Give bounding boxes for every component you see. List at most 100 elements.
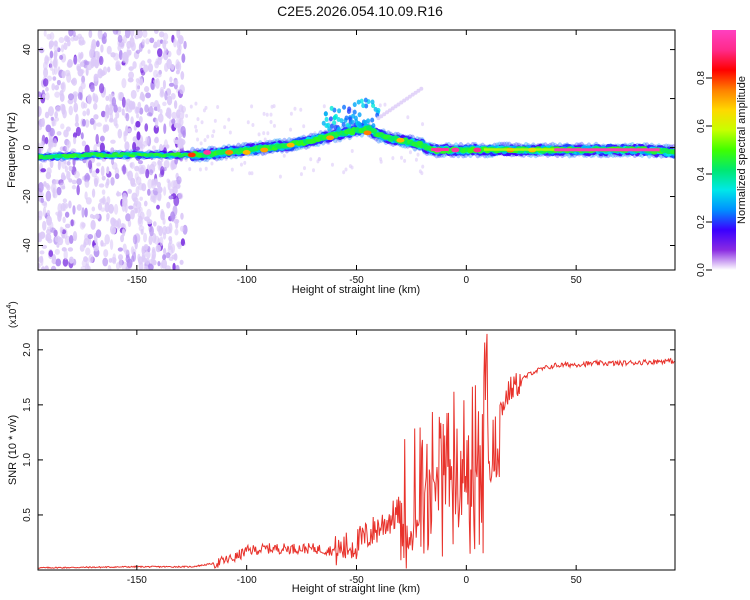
spectrogram-noise-cell [110,147,115,153]
spectrogram-y-tick-label: -40 [22,238,33,253]
spectrogram-ridge-cell [327,126,332,132]
spectrogram-noise-cell [61,174,67,181]
spectrogram-noise-cell [246,120,250,125]
spectrogram-noise-cell [148,234,153,246]
spectrogram-noise-cell [75,126,82,137]
spectrogram-noise-cell [39,47,45,54]
spectrogram-noise-cell [100,44,104,53]
spectrogram-ridge-cell [416,88,421,93]
spectrogram-noise-cell [160,165,165,176]
spectrogram-ridge-cell [364,103,369,109]
spectrogram-noise-cell [269,119,273,124]
spectrogram-ridge-cell [357,112,362,118]
spectrogram-noise-cell [408,150,412,155]
spectrogram-noise-cell [86,108,90,116]
spectrogram-noise-cell [188,167,192,172]
spectrogram-noise-cell [350,165,354,170]
spectrogram-noise-cell [121,228,126,237]
spectrogram-noise-cell [135,81,140,93]
spectrogram-noise-cell [44,265,49,270]
spectrogram-noise-cell [227,117,231,122]
spectrogram-noise-cell [132,136,138,143]
spectrogram-noise-cell [64,165,68,173]
spectrogram-noise-cell [169,76,173,83]
spectrogram-noise-cell [138,225,145,232]
spectrogram-noise-cell [93,114,99,120]
spectrogram-noise-cell [65,126,71,132]
spectrogram-noise-cell [132,234,138,245]
spectrogram-noise-cell [289,111,293,116]
spectrogram-noise-cell [84,60,90,66]
spectrogram-noise-cell [51,68,55,76]
spectrogram-noise-cell [93,103,98,110]
snr-plot-area [38,330,675,570]
spectrogram-noise-cell [167,242,172,251]
spectrogram-noise-cell [269,112,273,117]
spectrogram-ridge-cell [419,86,424,91]
spectrogram-noise-cell [80,101,86,109]
spectrogram-noise-cell [106,45,112,55]
spectrogram-ridge-cell [363,97,368,103]
spectrogram-ridge-cell [379,114,384,119]
spectrogram-noise-cell [61,247,67,252]
spectrogram-noise-cell [165,111,170,117]
spectrogram-noise-cell [44,55,50,65]
spectrogram-noise-cell [152,259,157,266]
spectrogram-noise-cell [107,264,112,270]
spectrogram-noise-cell [77,33,83,39]
spectrogram-noise-cell [175,264,180,270]
spectrogram-noise-cell [154,136,159,144]
spectrogram-ridge-cell [329,105,334,111]
spectrogram-y-axis: -40 -20 0 20 40 [22,44,675,253]
spectrogram-ridge-cell [344,115,349,121]
spectrogram-noise-cell [143,200,148,207]
spectrogram-noise-cell [206,134,210,139]
spectrogram-hot-cell [554,148,660,152]
spectrogram-noise-cell [142,30,148,38]
spectrogram-noise-cell [38,210,43,219]
spectrogram-noise-cell [171,118,176,125]
spectrogram-noise-cell [56,79,61,86]
spectrogram-noise-cell [173,253,178,261]
spectrogram-x-tick-label: -150 [127,275,147,286]
spectrogram-noise-cell [145,250,151,259]
spectrogram-noise-cell [46,75,53,82]
spectrogram-noise-cell [84,233,89,241]
snr-multiplier-prefix: (x10 [8,308,19,328]
spectrogram-noise-cell [73,136,77,145]
colorbar-bar [712,30,736,270]
spectrogram-noise-cell [117,34,123,43]
spectrogram-noise-cell [103,249,109,258]
spectrogram-noise-cell [180,139,186,146]
spectrogram-noise-cell [416,152,420,157]
spectrogram-noise-cell [420,171,424,176]
spectrogram-ridge-cell [407,94,412,99]
spectrogram-noise-cell [45,190,52,202]
spectrogram-noise-cell [49,50,54,59]
spectrogram-noise-cell [406,115,410,120]
spectrogram-noise-cell [52,76,57,81]
spectrogram-noise-cell [41,117,45,127]
snr-x-tick-label: -100 [237,575,257,586]
spectrogram-noise-cell [72,205,76,215]
spectrogram-noise-cell [168,222,173,234]
spectrogram-noise-cell [138,182,144,191]
spectrogram-noise-cell [173,218,180,224]
spectrogram-noise-cell [151,248,157,260]
spectrogram-noise-cell [156,103,161,113]
spectrogram-noise-cell [71,185,77,190]
spectrogram-ridge-cell [352,102,357,108]
spectrogram-noise-cell [43,67,49,78]
spectrogram-noise-cell [64,211,70,218]
spectrogram-noise-cell [170,243,176,254]
spectrogram-noise-cell [108,107,114,116]
spectrogram-noise-cell [181,53,186,64]
spectrogram-noise-cell [160,209,164,215]
spectrogram-noise-cell [144,258,150,265]
spectrogram-noise-cell [101,35,107,45]
spectrogram-noise-cell [97,202,103,211]
spectrogram-noise-cell [122,196,128,207]
spectrogram-y-tick-label: 40 [22,44,33,56]
spectrogram-noise-cell [112,253,116,262]
snr-y-axis: 0.5 1.0 1.5 2.0 [22,342,675,522]
